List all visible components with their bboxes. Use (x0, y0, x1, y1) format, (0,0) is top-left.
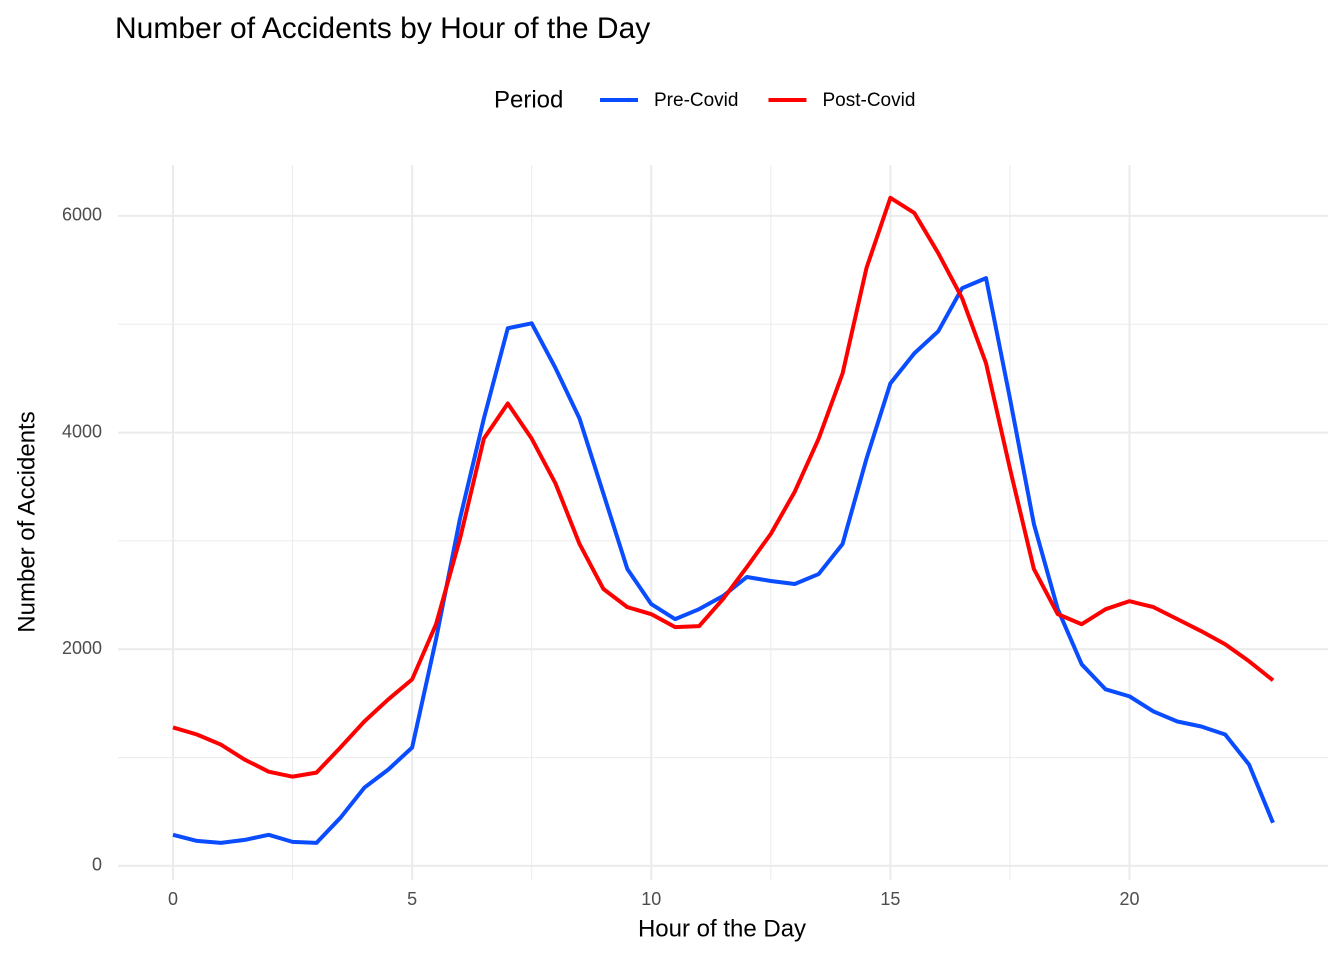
y-tick-label: 6000 (62, 205, 102, 225)
x-tick-label: 5 (407, 889, 417, 909)
legend: Period Pre-Covid Post-Covid (494, 86, 915, 113)
x-tick-label: 20 (1120, 889, 1140, 909)
chart-title: Number of Accidents by Hour of the Day (115, 12, 650, 45)
legend-label: Pre-Covid (654, 90, 738, 111)
legend-title: Period (494, 86, 563, 113)
y-tick-label: 0 (92, 855, 102, 875)
grid (118, 165, 1328, 880)
y-tick-label: 4000 (62, 421, 102, 441)
line (172, 276, 1275, 845)
legend-label: Post-Covid (822, 90, 915, 111)
x-tick-label: 0 (168, 889, 178, 909)
y-tick-label: 2000 (62, 638, 102, 658)
x-axis-label: Hour of the Day (638, 915, 806, 942)
line (172, 195, 1275, 779)
y-axis-label: Number of Accidents (13, 411, 40, 632)
x-tick-label: 15 (880, 889, 900, 909)
x-tick-label: 10 (641, 889, 661, 909)
